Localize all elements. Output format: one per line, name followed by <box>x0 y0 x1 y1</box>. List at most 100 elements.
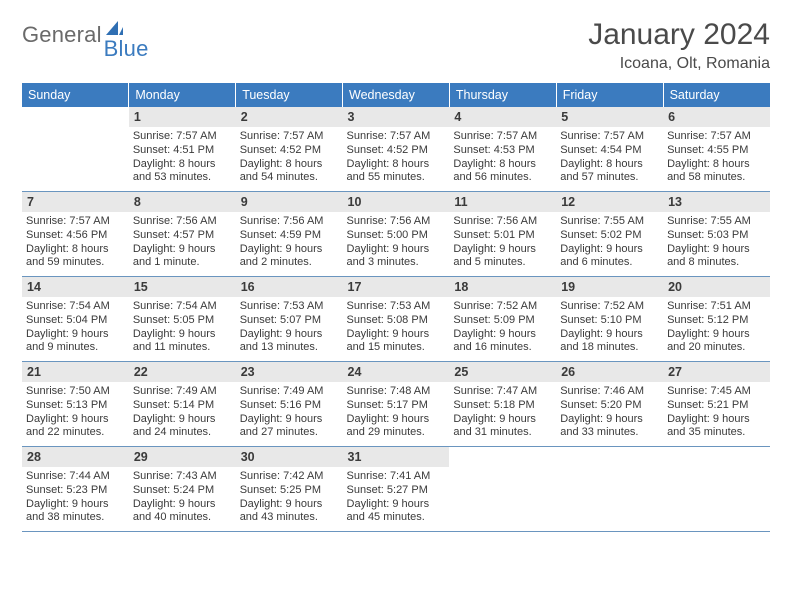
sunset-line: Sunset: 4:57 PM <box>133 229 232 243</box>
daylight-line: and 40 minutes. <box>133 511 232 525</box>
day-number: 9 <box>236 192 343 212</box>
day-number: 6 <box>663 107 770 127</box>
sunset-line: Sunset: 5:25 PM <box>240 484 339 498</box>
day-info: Sunrise: 7:53 AMSunset: 5:08 PMDaylight:… <box>347 300 446 355</box>
day-info: Sunrise: 7:57 AMSunset: 4:52 PMDaylight:… <box>347 130 446 185</box>
sunrise-line: Sunrise: 7:51 AM <box>667 300 766 314</box>
daylight-line: Daylight: 8 hours <box>667 158 766 172</box>
day-info: Sunrise: 7:45 AMSunset: 5:21 PMDaylight:… <box>667 385 766 440</box>
day-number: 22 <box>129 362 236 382</box>
day-info: Sunrise: 7:47 AMSunset: 5:18 PMDaylight:… <box>453 385 552 440</box>
empty-cell <box>556 447 663 525</box>
sunset-line: Sunset: 5:07 PM <box>240 314 339 328</box>
empty-cell <box>449 447 556 525</box>
day-cell-content: 19Sunrise: 7:52 AMSunset: 5:10 PMDayligh… <box>556 277 663 361</box>
weekday-header: Wednesday <box>343 83 450 107</box>
sunset-line: Sunset: 4:55 PM <box>667 144 766 158</box>
sunset-line: Sunset: 5:00 PM <box>347 229 446 243</box>
day-number: 10 <box>343 192 450 212</box>
day-cell <box>663 447 770 532</box>
daylight-line: and 53 minutes. <box>133 171 232 185</box>
day-number: 11 <box>449 192 556 212</box>
daylight-line: Daylight: 8 hours <box>347 158 446 172</box>
sunrise-line: Sunrise: 7:45 AM <box>667 385 766 399</box>
daylight-line: and 55 minutes. <box>347 171 446 185</box>
day-cell: 8Sunrise: 7:56 AMSunset: 4:57 PMDaylight… <box>129 192 236 277</box>
daylight-line: Daylight: 9 hours <box>347 243 446 257</box>
sunset-line: Sunset: 5:23 PM <box>26 484 125 498</box>
day-cell: 20Sunrise: 7:51 AMSunset: 5:12 PMDayligh… <box>663 277 770 362</box>
day-cell-content: 5Sunrise: 7:57 AMSunset: 4:54 PMDaylight… <box>556 107 663 191</box>
daylight-line: and 57 minutes. <box>560 171 659 185</box>
day-info: Sunrise: 7:46 AMSunset: 5:20 PMDaylight:… <box>560 385 659 440</box>
daylight-line: and 13 minutes. <box>240 341 339 355</box>
day-number: 4 <box>449 107 556 127</box>
day-info: Sunrise: 7:57 AMSunset: 4:56 PMDaylight:… <box>26 215 125 270</box>
sunrise-line: Sunrise: 7:56 AM <box>240 215 339 229</box>
sunset-line: Sunset: 5:05 PM <box>133 314 232 328</box>
daylight-line: and 16 minutes. <box>453 341 552 355</box>
day-number: 24 <box>343 362 450 382</box>
week-row: 28Sunrise: 7:44 AMSunset: 5:23 PMDayligh… <box>22 447 770 532</box>
day-cell-content: 7Sunrise: 7:57 AMSunset: 4:56 PMDaylight… <box>22 192 129 276</box>
sunrise-line: Sunrise: 7:44 AM <box>26 470 125 484</box>
day-cell: 21Sunrise: 7:50 AMSunset: 5:13 PMDayligh… <box>22 362 129 447</box>
day-cell: 26Sunrise: 7:46 AMSunset: 5:20 PMDayligh… <box>556 362 663 447</box>
sunset-line: Sunset: 5:12 PM <box>667 314 766 328</box>
day-info: Sunrise: 7:42 AMSunset: 5:25 PMDaylight:… <box>240 470 339 525</box>
sunrise-line: Sunrise: 7:42 AM <box>240 470 339 484</box>
day-cell: 25 Sunrise: 7:47 AMSunset: 5:18 PMDayligh… <box>449 362 556 447</box>
sunrise-line: Sunrise: 7:55 AM <box>560 215 659 229</box>
daylight-line: Daylight: 8 hours <box>560 158 659 172</box>
day-cell-content: 21Sunrise: 7:50 AMSunset: 5:13 PMDayligh… <box>22 362 129 446</box>
sunset-line: Sunset: 5:21 PM <box>667 399 766 413</box>
daylight-line: and 58 minutes. <box>667 171 766 185</box>
logo-text-general: General <box>22 24 102 46</box>
day-cell-content: 12Sunrise: 7:55 AMSunset: 5:02 PMDayligh… <box>556 192 663 276</box>
day-number: 16 <box>236 277 343 297</box>
day-info: Sunrise: 7:54 AMSunset: 5:04 PMDaylight:… <box>26 300 125 355</box>
sunrise-line: Sunrise: 7:48 AM <box>347 385 446 399</box>
sunrise-line: Sunrise: 7:56 AM <box>347 215 446 229</box>
day-cell: 9Sunrise: 7:56 AMSunset: 4:59 PMDaylight… <box>236 192 343 277</box>
logo-text-blue: Blue <box>104 38 149 60</box>
day-number: 3 <box>343 107 450 127</box>
day-number: 25 <box>449 362 556 382</box>
day-cell-content: 11Sunrise: 7:56 AMSunset: 5:01 PMDayligh… <box>449 192 556 276</box>
sunset-line: Sunset: 5:20 PM <box>560 399 659 413</box>
sunset-line: Sunset: 4:51 PM <box>133 144 232 158</box>
daylight-line: and 59 minutes. <box>26 256 125 270</box>
day-cell: 22Sunrise: 7:49 AMSunset: 5:14 PMDayligh… <box>129 362 236 447</box>
day-cell-content: 16 Sunrise: 7:53 AMSunset: 5:07 PMDayligh… <box>236 277 343 361</box>
sunset-line: Sunset: 5:13 PM <box>26 399 125 413</box>
sunrise-line: Sunrise: 7:54 AM <box>26 300 125 314</box>
daylight-line: and 22 minutes. <box>26 426 125 440</box>
week-row: 14Sunrise: 7:54 AMSunset: 5:04 PMDayligh… <box>22 277 770 362</box>
daylight-line: and 33 minutes. <box>560 426 659 440</box>
day-cell-content: 13Sunrise: 7:55 AMSunset: 5:03 PMDayligh… <box>663 192 770 276</box>
daylight-line: Daylight: 9 hours <box>240 498 339 512</box>
day-cell: 12Sunrise: 7:55 AMSunset: 5:02 PMDayligh… <box>556 192 663 277</box>
day-cell-content: 9Sunrise: 7:56 AMSunset: 4:59 PMDaylight… <box>236 192 343 276</box>
day-number: 19 <box>556 277 663 297</box>
day-info: Sunrise: 7:43 AMSunset: 5:24 PMDaylight:… <box>133 470 232 525</box>
sunrise-line: Sunrise: 7:52 AM <box>453 300 552 314</box>
sunrise-line: Sunrise: 7:56 AM <box>133 215 232 229</box>
day-number: 17 <box>343 277 450 297</box>
sunrise-line: Sunrise: 7:57 AM <box>240 130 339 144</box>
empty-cell <box>663 447 770 525</box>
day-info: Sunrise: 7:44 AMSunset: 5:23 PMDaylight:… <box>26 470 125 525</box>
weekday-header: Saturday <box>663 83 770 107</box>
sunrise-line: Sunrise: 7:54 AM <box>133 300 232 314</box>
day-cell: 11Sunrise: 7:56 AMSunset: 5:01 PMDayligh… <box>449 192 556 277</box>
day-info: Sunrise: 7:53 AMSunset: 5:07 PMDaylight:… <box>240 300 339 355</box>
day-cell-content: 15Sunrise: 7:54 AMSunset: 5:05 PMDayligh… <box>129 277 236 361</box>
day-number: 12 <box>556 192 663 212</box>
day-cell-content: 24Sunrise: 7:48 AMSunset: 5:17 PMDayligh… <box>343 362 450 446</box>
sunset-line: Sunset: 5:09 PM <box>453 314 552 328</box>
day-number: 15 <box>129 277 236 297</box>
day-number: 27 <box>663 362 770 382</box>
day-cell-content: 27 Sunrise: 7:45 AMSunset: 5:21 PMDayligh… <box>663 362 770 446</box>
daylight-line: Daylight: 9 hours <box>347 413 446 427</box>
daylight-line: and 56 minutes. <box>453 171 552 185</box>
